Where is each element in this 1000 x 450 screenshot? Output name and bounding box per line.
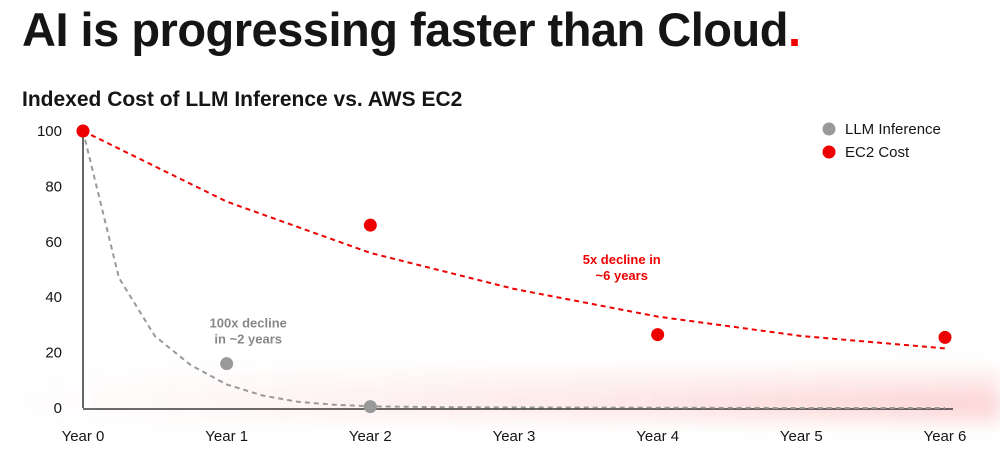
y-tick-label: 20 bbox=[45, 345, 62, 362]
annotation-text: 5x decline in ~6 years bbox=[583, 252, 661, 283]
trendline-llm-inference bbox=[82, 130, 945, 409]
y-tick-label: 80 bbox=[45, 178, 62, 195]
legend-label: EC2 Cost bbox=[845, 144, 910, 161]
legend-marker bbox=[822, 122, 836, 136]
data-points bbox=[76, 124, 952, 414]
data-point-ec2-cost bbox=[76, 124, 90, 138]
y-tick-label: 40 bbox=[45, 289, 62, 306]
legend-label: LLM Inference bbox=[845, 121, 941, 138]
headline-period: . bbox=[787, 3, 801, 56]
x-tick-label: Year 0 bbox=[62, 428, 105, 445]
annotation-line: in ~2 years bbox=[214, 332, 282, 347]
data-point-llm-inference bbox=[363, 400, 377, 414]
x-tick-label: Year 3 bbox=[493, 428, 536, 445]
x-tick-label: Year 1 bbox=[205, 428, 248, 445]
headline-text: AI is progressing faster than Cloud bbox=[22, 3, 788, 56]
page-headline: AI is progressing faster than Cloud. bbox=[22, 2, 801, 57]
y-tick-label: 0 bbox=[54, 400, 62, 417]
y-tick-label: 100 bbox=[37, 123, 62, 140]
chart-annotations: 100x decline in ~2 years 5x decline in ~6 y… bbox=[210, 252, 661, 347]
data-point-ec2-cost bbox=[651, 328, 665, 342]
x-tick-label: Year 5 bbox=[780, 428, 823, 445]
chart-axes: 0 20 40 60 80 100 Year 0 Year 1 Year 2 Year 3 Year… bbox=[37, 123, 966, 445]
annotation-line: 100x decline bbox=[210, 316, 287, 331]
data-point-ec2-cost bbox=[363, 218, 377, 232]
data-point-llm-inference bbox=[220, 357, 234, 371]
y-tick-label: 60 bbox=[45, 234, 62, 251]
annotation-text: 100x decline in ~2 years bbox=[210, 316, 287, 347]
trendline-ec2-cost bbox=[82, 130, 946, 350]
data-point-ec2-cost bbox=[938, 330, 952, 344]
annotation-line: 5x decline in bbox=[583, 252, 661, 267]
x-tick-label: Year 2 bbox=[349, 428, 392, 445]
trend-lines bbox=[82, 130, 946, 409]
x-tick-label: Year 4 bbox=[636, 428, 679, 445]
chart-legend: LLM Inference EC2 Cost bbox=[822, 121, 941, 161]
x-tick-label: Year 6 bbox=[924, 428, 967, 445]
chart-title: Indexed Cost of LLM Inference vs. AWS EC… bbox=[22, 88, 463, 111]
annotation-line: ~6 years bbox=[596, 268, 648, 283]
legend-marker bbox=[822, 145, 836, 159]
